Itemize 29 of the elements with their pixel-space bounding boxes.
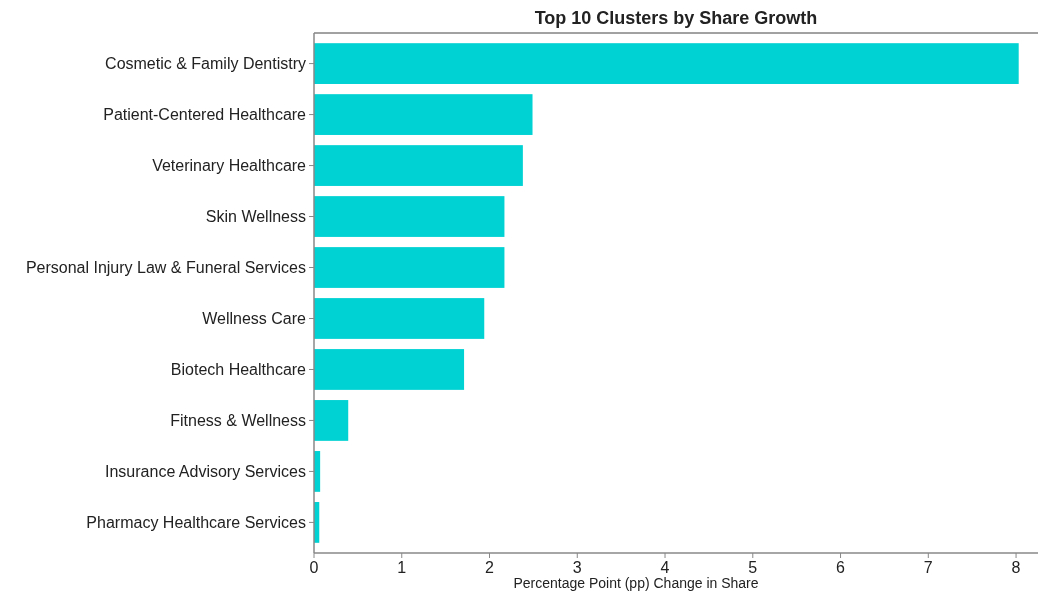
bar [314, 94, 533, 135]
bar [314, 196, 505, 237]
y-tick-label: Personal Injury Law & Funeral Services [25, 259, 306, 277]
y-tick-label: Insurance Advisory Services [105, 463, 306, 481]
y-tick-label: Skin Wellness [205, 208, 306, 226]
x-tick-label: 2 [485, 559, 495, 576]
y-tick-label: Veterinary Healthcare [152, 157, 307, 175]
bar [314, 43, 1019, 84]
y-tick-label: Pharmacy Healthcare Services [86, 514, 306, 532]
x-tick-label: 6 [836, 559, 846, 576]
bar [314, 400, 349, 441]
x-tick-label: 7 [923, 559, 933, 576]
y-tick-label: Wellness Care [202, 310, 307, 328]
y-tick-label: Cosmetic & Family Dentistry [105, 55, 306, 73]
x-tick-label: 4 [660, 559, 670, 576]
bar [314, 145, 523, 186]
x-tick-label: 8 [1011, 559, 1021, 576]
y-tick-label: Patient-Centered Healthcare [103, 106, 307, 124]
y-tick-label: Biotech Healthcare [170, 361, 307, 379]
x-tick-label: 5 [748, 559, 758, 576]
bar [314, 247, 505, 288]
bar [314, 298, 485, 339]
x-tick-label: 1 [397, 559, 407, 576]
chart-title: Top 10 Clusters by Share Growth [534, 8, 818, 28]
x-axis-title: Percentage Point (pp) Change in Share [513, 575, 759, 591]
y-tick-label: Fitness & Wellness [170, 412, 306, 430]
bar [314, 349, 465, 390]
x-tick-label: 0 [309, 559, 319, 576]
x-tick-label: 3 [572, 559, 582, 576]
